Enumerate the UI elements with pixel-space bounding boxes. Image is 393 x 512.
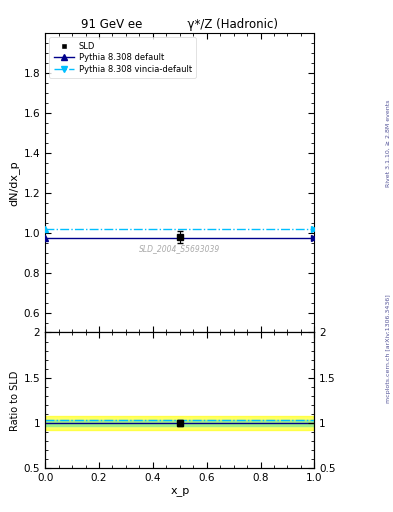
X-axis label: x_p: x_p bbox=[170, 486, 189, 496]
Bar bbox=[45, 416, 314, 431]
Y-axis label: dN/dx_p: dN/dx_p bbox=[9, 160, 20, 206]
Legend: SLD, Pythia 8.308 default, Pythia 8.308 vincia-default: SLD, Pythia 8.308 default, Pythia 8.308 … bbox=[50, 37, 196, 78]
Y-axis label: Ratio to SLD: Ratio to SLD bbox=[9, 370, 20, 431]
Text: mcplots.cern.ch [arXiv:1306.3436]: mcplots.cern.ch [arXiv:1306.3436] bbox=[386, 294, 391, 402]
Text: Rivet 3.1.10, ≥ 2.8M events: Rivet 3.1.10, ≥ 2.8M events bbox=[386, 100, 391, 187]
Text: SLD_2004_S5693039: SLD_2004_S5693039 bbox=[139, 244, 220, 253]
Title: 91 GeV ee            γ*/Z (Hadronic): 91 GeV ee γ*/Z (Hadronic) bbox=[81, 18, 278, 31]
Bar bbox=[45, 420, 314, 426]
